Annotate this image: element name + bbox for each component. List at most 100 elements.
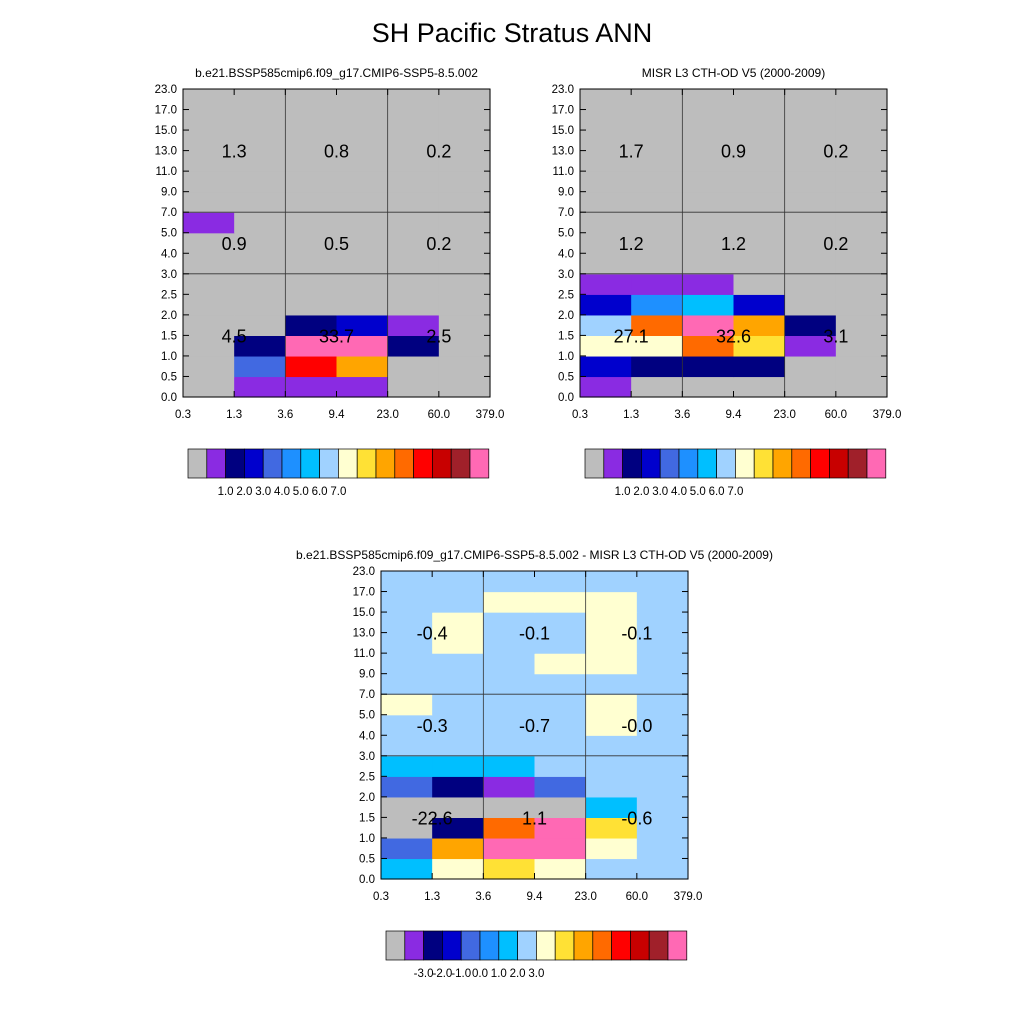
heatmap-cell <box>183 314 235 336</box>
heatmap-cell <box>682 355 735 378</box>
heatmap-cell <box>636 653 689 675</box>
heatmap-cell <box>534 673 587 695</box>
y-tick-label: 15.0 <box>155 125 177 137</box>
x-tick-label: 0.3 <box>373 891 389 903</box>
y-tick-label: 7.0 <box>558 207 574 219</box>
y-tick-label: 3.0 <box>558 269 574 281</box>
heatmap-cell <box>631 232 683 254</box>
heatmap-cell <box>636 632 689 654</box>
heatmap-cell <box>636 776 689 798</box>
region-value-label: 0.9 <box>222 234 247 254</box>
heatmap-cell <box>438 273 491 295</box>
heatmap-cell <box>631 294 683 316</box>
heatmap-cell <box>733 253 786 275</box>
colorbar-label: -1.0 <box>451 968 471 980</box>
heatmap-cell <box>285 150 338 172</box>
heatmap-cell <box>733 109 786 131</box>
y-tick-label: 13.0 <box>155 146 177 158</box>
heatmap-cell <box>784 109 837 131</box>
heatmap-cell <box>682 89 735 111</box>
heatmap-cell <box>387 212 440 234</box>
colorbar-swatch <box>622 448 642 479</box>
colorbar-swatch <box>442 930 462 961</box>
region-value-label: -0.6 <box>621 808 652 828</box>
panel-diff-heatmap: b.e21.BSSP585cmip6.f09_g17.CMIP6-SSP5-8.… <box>296 548 773 980</box>
y-tick-label: 3.0 <box>161 269 177 281</box>
heatmap-cell <box>784 314 837 336</box>
heatmap-cell <box>381 673 433 695</box>
heatmap-cell <box>585 612 638 634</box>
heatmap-cell <box>835 130 888 152</box>
heatmap-cell <box>534 776 587 798</box>
heatmap-cell <box>183 130 235 152</box>
heatmap-cell <box>585 735 638 757</box>
colorbar-swatch <box>450 448 471 479</box>
region-value-label: 32.6 <box>716 326 751 346</box>
y-tick-label: 23.0 <box>155 84 177 96</box>
heatmap-cell <box>784 212 837 234</box>
heatmap-cell <box>438 89 491 111</box>
heatmap-cell <box>682 191 735 213</box>
heatmap-cell <box>580 273 632 295</box>
y-tick-label: 23.0 <box>353 566 375 578</box>
heatmap-cell <box>580 191 632 213</box>
colorbar-swatch <box>356 448 377 479</box>
heatmap-cell <box>580 232 632 254</box>
colorbar-swatch <box>404 930 424 961</box>
region-value-label: 2.5 <box>426 326 451 346</box>
heatmap-cell <box>285 130 338 152</box>
colorbar-swatch <box>187 448 208 479</box>
colorbar-label: 1.0 <box>615 486 631 498</box>
region-value-label: 1.2 <box>721 234 746 254</box>
x-tick-label: 379.0 <box>873 409 902 421</box>
heatmap-cell <box>585 858 638 880</box>
y-tick-label: 13.0 <box>552 146 574 158</box>
x-tick-label: 23.0 <box>376 409 398 421</box>
heatmap-cell <box>432 796 484 818</box>
heatmap-cell <box>438 171 491 193</box>
heatmap-cell <box>483 612 536 634</box>
y-tick-label: 23.0 <box>552 84 574 96</box>
region-value-label: 0.9 <box>721 142 746 162</box>
heatmap-cell <box>580 335 632 357</box>
x-tick-label: 0.3 <box>175 409 191 421</box>
y-tick-label: 11.0 <box>552 166 574 178</box>
heatmap-cell <box>483 776 536 798</box>
y-tick-label: 13.0 <box>353 628 375 640</box>
heatmap-cell <box>183 294 235 316</box>
region-value-label: 1.1 <box>522 808 547 828</box>
heatmap-cell <box>631 314 683 336</box>
heatmap-cell <box>483 755 536 777</box>
heatmap-cell <box>631 253 683 275</box>
colorbar-swatch <box>385 930 406 961</box>
y-tick-label: 1.5 <box>359 812 375 824</box>
heatmap-cell <box>580 212 632 234</box>
heatmap-cell <box>636 796 689 818</box>
x-tick-label: 0.3 <box>572 409 588 421</box>
colorbar-swatch <box>536 930 556 961</box>
heatmap-cell <box>483 694 536 716</box>
heatmap-cell <box>183 232 235 254</box>
heatmap-cell <box>835 376 888 398</box>
heatmap-cell <box>835 212 888 234</box>
heatmap-cell <box>483 858 536 880</box>
colorbar-swatch <box>244 448 264 479</box>
heatmap-cell <box>585 714 638 736</box>
colorbar-label: -3.0 <box>414 968 434 980</box>
colorbar-swatch <box>394 448 414 479</box>
heatmap-cell <box>733 232 786 254</box>
colorbar-swatch <box>697 448 717 479</box>
heatmap-cell <box>336 273 389 295</box>
y-tick-label: 0.0 <box>161 392 177 404</box>
heatmap-cell <box>835 253 888 275</box>
y-tick-label: 2.0 <box>161 310 177 322</box>
heatmap-cell <box>381 817 433 839</box>
heatmap-cell <box>336 232 389 254</box>
heatmap-cell <box>387 130 440 152</box>
heatmap-cell <box>183 171 235 193</box>
heatmap-cell <box>784 294 837 316</box>
y-tick-label: 9.0 <box>359 669 375 681</box>
x-tick-label: 3.6 <box>674 409 690 421</box>
heatmap-cell <box>285 191 338 213</box>
heatmap-cell <box>585 837 638 860</box>
